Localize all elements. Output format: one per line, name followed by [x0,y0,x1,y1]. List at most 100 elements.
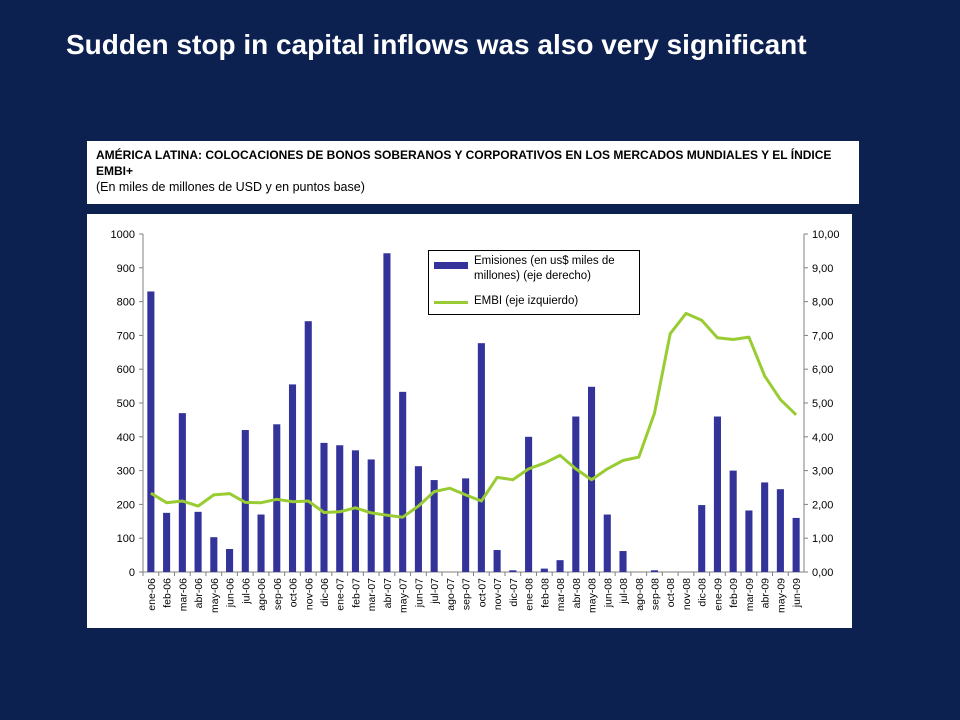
bar-dic-08 [698,505,706,572]
caption-subtitle: (En miles de millones de USD y en puntos… [96,180,365,194]
bar-abr-08 [572,416,580,572]
x-tick-label: mar-07 [366,578,378,611]
bar-dic-06 [320,442,328,572]
x-tick-label: may-08 [587,578,599,613]
legend-swatch-line [434,301,468,304]
x-tick-label: ago-07 [445,578,457,611]
x-tick-label: feb-09 [728,578,740,608]
bar-jul-07 [430,480,438,572]
chart-panel: 0 100 200 300 400 500 600 700 800 900 1000 0,00 1,00… [87,214,852,628]
x-tick-label: sep-06 [272,578,284,610]
right-tick-label: 6,00 [812,364,833,376]
x-tick-label: mar-06 [177,578,189,611]
bar-feb-09 [729,470,737,572]
x-tick-label: oct-07 [476,578,488,607]
bar-nov-06 [304,321,312,572]
x-tick-label: may-06 [209,578,221,613]
bar-feb-08 [540,568,548,572]
x-tick-label: nov-06 [303,578,315,610]
right-tick-label: 0,00 [812,567,833,579]
bar-feb-07 [351,450,360,572]
x-tick-label: jul-08 [618,578,630,605]
bar-oct-07 [477,343,485,572]
bar-may-07 [399,391,407,572]
legend-label-emisiones-1: Emisiones (en us$ miles de [474,255,615,267]
bar-jun-09 [792,517,800,572]
x-tick-label: may-07 [398,578,410,613]
bar-oct-06 [288,384,297,572]
bar-abr-06 [194,511,202,572]
left-tick-label: 1000 [111,229,135,241]
right-tick-label: 10,00 [812,229,840,241]
bar-feb-06 [163,512,171,572]
right-tick-label: 7,00 [812,330,833,342]
bar-abr-07 [383,253,391,572]
x-tick-label: dic-08 [697,578,709,607]
right-tick-label: 8,00 [812,297,833,309]
x-tick-label: ago-06 [256,578,268,611]
emisiones-bars [147,253,800,572]
bar-may-06 [210,537,218,572]
chart-legend: Emisiones (en us$ miles de millones) (ej… [428,250,640,315]
bar-ene-06 [147,291,155,572]
legend-swatch-bar [434,262,468,269]
x-tick-label: abr-06 [193,578,205,609]
x-tick-label: feb-06 [162,578,174,608]
bar-mar-08 [556,560,564,572]
bar-jun-08 [603,514,611,572]
bar-nov-07 [493,550,501,572]
chart-axes [139,233,808,576]
bar-jul-08 [619,551,627,572]
right-tick-label: 5,00 [812,398,833,410]
x-tick-label: abr-08 [571,578,583,609]
bar-sep-07 [462,478,470,572]
x-tick-label: ene-09 [712,578,724,611]
left-tick-label: 700 [117,330,135,342]
x-tick-label: jun-09 [791,578,803,608]
chart-svg: 0 100 200 300 400 500 600 700 800 900 1000 0,00 1,00… [111,229,840,613]
x-tick-label: jun-06 [225,578,237,608]
bar-ene-08 [525,436,533,572]
right-tick-label: 4,00 [812,432,833,444]
x-tick-label: abr-07 [382,578,394,609]
bar-jun-06 [226,549,234,572]
slide-title: Sudden stop in capital inflows was also … [66,29,807,60]
legend-label-emisiones-2: millones) (eje derecho) [474,270,591,282]
right-tick-label: 2,00 [812,499,833,511]
x-tick-label: ago-08 [634,578,646,611]
x-tick-label: ene-06 [146,578,158,611]
embi-line [150,311,798,519]
x-tick-label: dic-06 [319,578,331,607]
x-tick-label: oct-06 [288,578,300,607]
x-tick-label: dic-07 [508,578,520,607]
bar-jun-07 [414,466,422,572]
tick-labels: 0 100 200 300 400 500 600 700 800 900 1000 0,00 1,00… [111,229,840,613]
bar-dic-07 [509,570,517,572]
bar-mar-06 [178,413,186,572]
bar-mar-09 [745,510,753,572]
x-tick-label: mar-08 [555,578,567,611]
x-tick-label: nov-08 [681,578,693,610]
bar-may-09 [776,489,784,572]
left-tick-label: 200 [117,499,135,511]
left-tick-label: 500 [117,398,135,410]
bar-ene-09 [713,416,721,572]
left-tick-label: 800 [117,297,135,309]
x-tick-label: mar-09 [744,578,756,611]
x-tick-label: jul-06 [240,578,252,605]
left-tick-label: 300 [117,466,135,478]
x-tick-label: nov-07 [492,578,504,610]
right-tick-label: 9,00 [812,263,833,275]
chart-caption: AMÉRICA LATINA: COLOCACIONES DE BONOS SO… [87,141,859,204]
x-tick-label: feb-08 [539,578,551,608]
bar-abr-09 [761,482,769,572]
x-tick-label: jul-07 [429,578,441,605]
caption-title: AMÉRICA LATINA: COLOCACIONES DE BONOS SO… [96,148,832,178]
right-tick-label: 1,00 [812,533,833,545]
x-tick-label: feb-07 [350,578,362,608]
left-tick-label: 100 [117,533,135,545]
bar-sep-08 [650,570,659,572]
bar-ago-06 [257,514,265,572]
x-tick-label: ene-08 [524,578,536,611]
left-tick-label: 600 [117,364,135,376]
